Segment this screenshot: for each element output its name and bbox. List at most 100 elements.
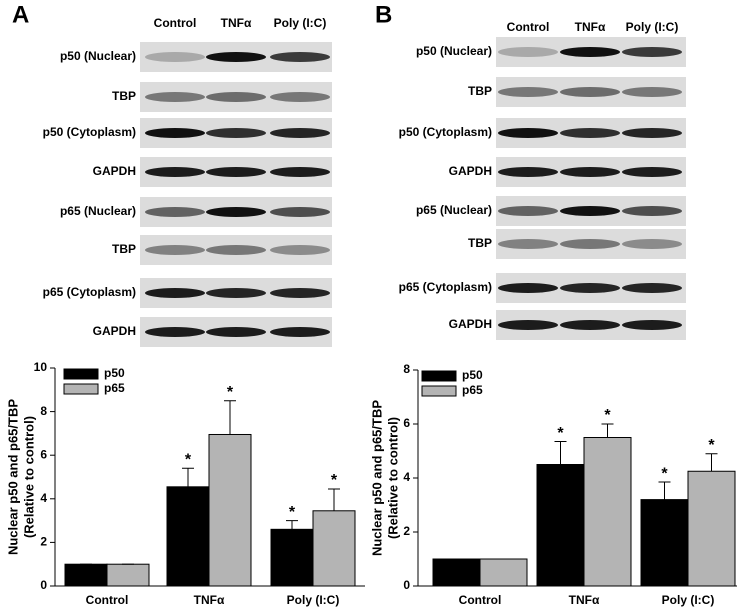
bar [536,464,585,587]
blot-column-header: Poly (I:C) [274,16,327,30]
y-tick-label: 0 [40,578,47,592]
y-tick-label: 6 [403,416,410,430]
significance-marker: * [227,384,234,401]
blot-band [560,320,620,330]
blot-band [560,283,620,293]
blot-band [498,206,558,216]
legend-label: p65 [104,381,125,395]
significance-marker: * [289,504,296,521]
blot-band [498,87,558,97]
blot-row-label: GAPDH [93,324,136,338]
error-bar [658,481,671,500]
blot-band [270,207,330,217]
blot-band [145,288,205,298]
bar [106,563,150,587]
blot-row-label: TBP [468,84,492,98]
bar [208,433,252,587]
blot-band [560,206,620,216]
blot-row-label: p65 (Nuclear) [416,203,492,217]
blot-band [270,167,330,177]
x-tick-label: Poly (I:C) [662,593,715,607]
blot-band [622,206,682,216]
x-tick-label: TNFα [569,593,600,607]
blot-band [206,92,266,102]
blot-band [498,47,558,57]
blot-band [206,167,266,177]
x-tick-label: Control [459,593,502,607]
legend-label: p65 [462,383,483,397]
blot-band [145,52,205,62]
legend-label: p50 [462,368,483,382]
x-tick-label: TNFα [194,593,225,607]
blot-row-label: p50 (Nuclear) [60,49,136,63]
blot-column-header: TNFα [221,16,252,30]
y-tick-label: 8 [40,404,47,418]
blot-row-label: TBP [468,236,492,250]
y-tick-label: 4 [40,491,47,505]
significance-marker: * [661,465,668,482]
significance-marker: * [604,407,611,424]
blot-band [145,128,205,138]
blot-row-label: GAPDH [93,164,136,178]
blot-band [270,288,330,298]
bar [312,510,356,587]
blot-row-label: TBP [112,89,136,103]
blot-band [498,320,558,330]
y-axis-label: Nuclear p50 and p65/TBP [369,400,384,556]
y-tick-label: 8 [403,362,410,376]
significance-marker: * [557,425,564,442]
blot-band [622,239,682,249]
bar [687,470,736,587]
error-bar [286,520,298,530]
y-axis-label: (Relative to control) [385,417,400,539]
blot-band [498,167,558,177]
blot-band [206,288,266,298]
bar [432,558,481,587]
error-bar [328,488,340,511]
blot-band [560,128,620,138]
blot-row-label: TBP [112,242,136,256]
panel-label: A [12,1,29,28]
blot-band [206,52,266,62]
blot-row-label: p65 (Cytoplasm) [43,285,136,299]
blot-row-label: p65 (Nuclear) [60,204,136,218]
error-bar [705,453,718,472]
blot-band [206,128,266,138]
blot-band [622,167,682,177]
x-tick-label: Control [86,593,129,607]
y-tick-label: 2 [40,535,47,549]
blot-row-label: p50 (Cytoplasm) [399,125,492,139]
legend-label: p50 [104,366,125,380]
blot-row-label: p50 (Nuclear) [416,44,492,58]
blot-row-label: p65 (Cytoplasm) [399,280,492,294]
bar [64,563,108,587]
bar [270,528,314,587]
y-axis-label: (Relative to control) [21,416,36,538]
blot-band [270,92,330,102]
panel-label: B [375,1,392,28]
blot-band [498,128,558,138]
blot-band [560,239,620,249]
blot-band [145,167,205,177]
bar [583,437,632,587]
bar [479,558,528,587]
blot-band [622,87,682,97]
blot-band [206,245,266,255]
blot-band [270,245,330,255]
legend-swatch [421,385,457,397]
blot-band [560,87,620,97]
blot-band [498,239,558,249]
error-bar [182,467,194,487]
legend-swatch [421,370,457,382]
blot-band [622,128,682,138]
blot-band [145,207,205,217]
blot-band [560,167,620,177]
error-bar [224,400,236,435]
blot-row-label: GAPDH [449,164,492,178]
blot-column-header: Control [507,20,550,34]
blot-row-label: p50 (Cytoplasm) [43,125,136,139]
x-tick-label: Poly (I:C) [287,593,340,607]
blot-band [622,47,682,57]
blot-band [270,52,330,62]
